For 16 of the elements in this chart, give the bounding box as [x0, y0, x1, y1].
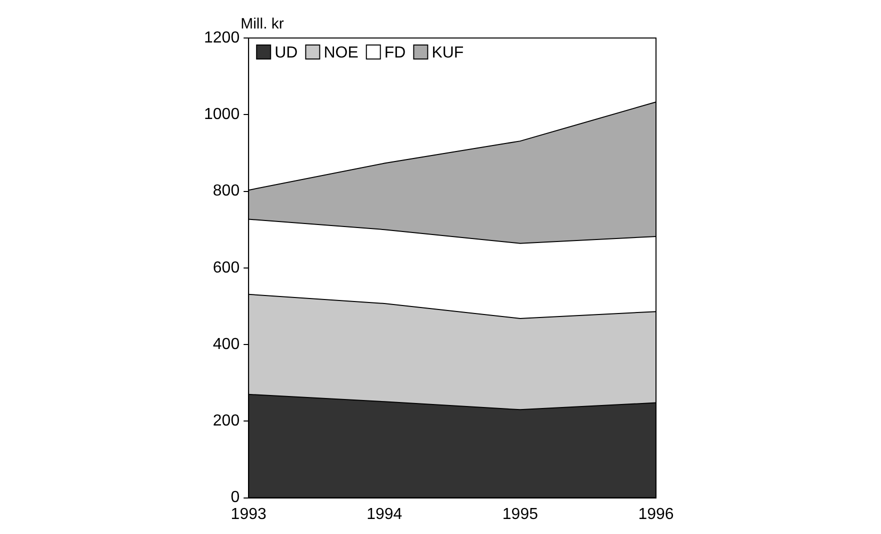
y-axis-title: Mill. kr — [240, 16, 284, 33]
legend-label: FD — [384, 44, 406, 62]
legend-label: NOE — [324, 44, 358, 62]
legend-label: KUF — [432, 44, 464, 62]
x-tick-label: 1995 — [502, 506, 538, 523]
x-tick-label: 1993 — [230, 506, 266, 523]
x-tick-label: 1994 — [366, 506, 402, 523]
y-tick-label: 200 — [212, 412, 240, 430]
legend-label: UD — [274, 44, 298, 62]
y-tick-label: 600 — [212, 259, 240, 276]
x-tick-label: 1996 — [638, 506, 674, 523]
y-tick-label: 400 — [212, 336, 240, 353]
y-tick-label: 800 — [212, 182, 240, 200]
y-tick-label: 1000 — [204, 106, 240, 124]
y-tick-label: 1200 — [204, 29, 240, 46]
y-tick-label: 0 — [230, 489, 240, 506]
